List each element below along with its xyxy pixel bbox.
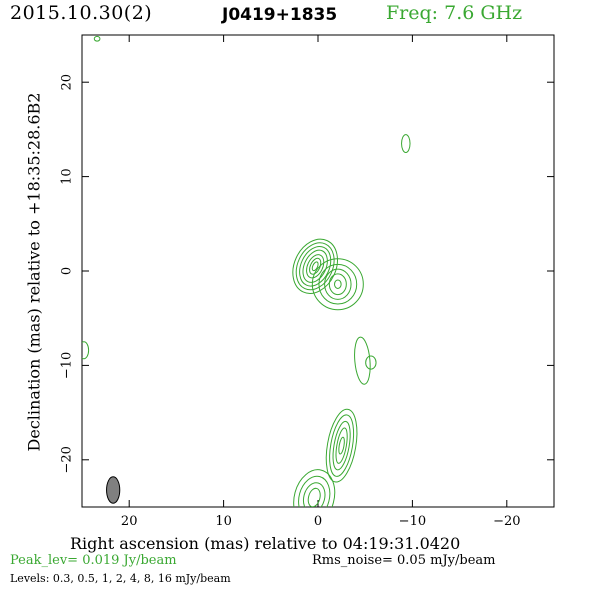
contour-line (82, 341, 90, 360)
contour-line (302, 249, 328, 283)
contour-line (306, 254, 325, 279)
contour-line (329, 414, 355, 477)
contour-line (295, 242, 335, 291)
frequency-label: Freq: 7.6 GHz (386, 2, 523, 24)
peak-level: Peak_lev= 0.019 Jy/beam (10, 553, 177, 568)
contour-line (292, 238, 338, 294)
contour-line (298, 475, 331, 507)
y-tick-label: −10 (60, 352, 75, 379)
contour-line (293, 469, 336, 507)
contour-levels: Levels: 0.3, 0.5, 1, 2, 4, 8, 16 mJy/bea… (10, 572, 231, 585)
contour-line (365, 355, 377, 370)
y-tick-label: 10 (60, 168, 75, 185)
contour-line (302, 482, 326, 507)
contour-line (324, 268, 352, 300)
contour-line (338, 436, 345, 455)
y-tick-label: −20 (60, 446, 75, 473)
observation-date: 2015.10.30(2) (10, 2, 153, 24)
contour-line (325, 408, 358, 483)
contour-line (311, 261, 319, 272)
contour-group (82, 35, 411, 507)
beam-ellipse (106, 476, 121, 504)
x-tick-label: −10 (399, 514, 426, 529)
contour-line (307, 487, 321, 507)
contour-line (401, 134, 411, 154)
contour-line (318, 263, 358, 305)
contour-line (309, 257, 322, 275)
x-axis-label: Right ascension (mas) relative to 04:19:… (70, 534, 461, 553)
y-axis-label: Declination (mas) relative to +18:35:28.… (24, 92, 44, 452)
contour-line (93, 35, 101, 42)
y-tick-label: 20 (60, 74, 75, 91)
x-tick-label: −20 (493, 514, 520, 529)
rms-noise: Rms_noise= 0.05 mJy/beam (312, 553, 496, 568)
y-tick-label: 0 (60, 267, 75, 275)
contour-line (332, 420, 351, 471)
contour-line (299, 246, 332, 287)
contour-line (311, 258, 364, 311)
x-tick-label: 0 (314, 514, 322, 529)
x-tick-label: 10 (215, 514, 232, 529)
contour-line (335, 427, 348, 464)
contour-line (334, 279, 342, 289)
source-name: J0419+1835 (222, 5, 338, 25)
x-tick-label: 20 (121, 514, 138, 529)
contour-line (354, 336, 371, 385)
contour-line (328, 273, 347, 296)
